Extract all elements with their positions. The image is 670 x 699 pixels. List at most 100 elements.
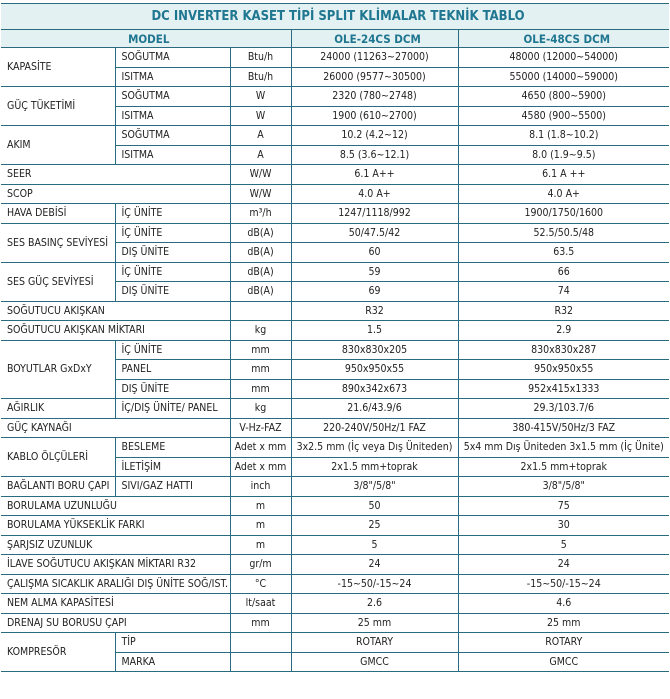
- unit-cell: mm: [229, 378, 292, 399]
- row-label: DRENAJ SU BORUSU ÇAPI: [1, 612, 231, 633]
- model-2-value: 4.0 A+: [457, 183, 669, 204]
- table-row: SCOP W/W 4.0 A+ 4.0 A+: [1, 183, 669, 204]
- model-2-value: 55000 (14000~59000): [457, 66, 669, 87]
- spec-table: DC INVERTER KASET TİPİ SPLIT KLİMALAR TE…: [1, 3, 669, 672]
- model-2-value: 952x415x1333: [457, 378, 669, 399]
- model-2-value: 48000 (12000~54000): [457, 47, 669, 68]
- row-sublabel: SOĞUTMA: [114, 125, 231, 146]
- model-1-value: 59: [290, 261, 459, 282]
- row-sublabel: ISITMA: [114, 66, 231, 87]
- unit-cell: [229, 632, 292, 653]
- row-sublabel: PANEL: [114, 359, 231, 380]
- unit-cell: Btu/h: [229, 66, 292, 87]
- unit-cell: inch: [229, 476, 292, 497]
- table-row: İLETİŞİM Adet x mm 2x1.5 mm+toprak 2x1.5 mm…: [1, 456, 669, 477]
- model-2-value: 5x4 mm Dış Üniteden 3x1.5 mm (İç Ünite): [457, 437, 669, 458]
- unit-cell: kg: [229, 320, 292, 341]
- unit-cell: gr/m: [229, 554, 292, 575]
- model-1-value: 21.6/43.9/6: [290, 398, 459, 419]
- model-1-value: 24: [290, 554, 459, 575]
- table-row: GÜÇ TÜKETİMİ SOĞUTMA W 2320 (780~2748) 4650 …: [1, 86, 669, 126]
- model-1-value: ROTARY: [290, 632, 459, 653]
- unit-cell: Btu/h: [229, 47, 292, 68]
- model-2-value: 3/8"/5/8": [457, 476, 669, 497]
- unit-cell: kg: [229, 398, 292, 419]
- model-1-value: 220-240V/50Hz/1 FAZ: [290, 417, 459, 438]
- table-row: AKIM SOĞUTMA A 10.2 (4.2~12) 8.1 (1.8~10.2): [1, 125, 669, 165]
- table-row: PANEL mm 950x950x55 950x950x55: [1, 359, 669, 380]
- row-label: SES BASINÇ SEVİYESİ: [1, 222, 116, 263]
- row-label: KAPASİTE: [1, 47, 116, 87]
- model-1-value: 890x342x673: [290, 378, 459, 399]
- model-1-value: 50/47.5/42: [290, 222, 459, 243]
- model-1-value: 25: [290, 515, 459, 536]
- model-2-value: 8.0 (1.9~9.5): [457, 144, 669, 165]
- table-row: ISITMA A 8.5 (3.6~12.1) 8.0 (1.9~9.5): [1, 144, 669, 165]
- table-row: SEER W/W 6.1 A++ 6.1 A ++: [1, 164, 669, 185]
- model-1-value: 830x830x205: [290, 339, 459, 360]
- model-2-value: 75: [457, 495, 669, 516]
- table-row: İLAVE SOĞUTUCU AKIŞKAN MİKTARI R32 gr/m 24…: [1, 554, 669, 575]
- table-row: ÇALIŞMA SICAKLIK ARALIĞI DIŞ ÜNİTE SOĞ/I…: [1, 573, 669, 594]
- model-2-value: 24: [457, 554, 669, 575]
- model-1-value: 8.5 (3.6~12.1): [290, 144, 459, 165]
- model-1-value: 3/8"/5/8": [290, 476, 459, 497]
- model-1-value: 2.6: [290, 593, 459, 614]
- row-label: SCOP: [1, 183, 231, 204]
- table-row: GÜÇ KAYNAĞI V-Hz-FAZ 220-240V/50Hz/1 FAZ 38…: [1, 417, 669, 438]
- model-2-value: -15~50/-15~24: [457, 573, 669, 594]
- row-label: BORULAMA UZUNLUĞU: [1, 495, 231, 516]
- table-row: KAPASİTE SOĞUTMA Btu/h 24000 (11263~27000) 4…: [1, 47, 669, 87]
- model-2-value: 830x830x287: [457, 339, 669, 360]
- model-header: MODEL: [1, 29, 292, 48]
- table-row: SES BASINÇ SEVİYESİ İÇ ÜNİTE dB(A) 50/47.5/…: [1, 222, 669, 263]
- unit-cell: W/W: [229, 164, 292, 185]
- row-label: KABLO ÖLÇÜLERİ: [1, 437, 116, 477]
- table-row: SOĞUTUCU AKIŞKAN MİKTARI kg 1.5 2.9: [1, 320, 669, 341]
- model-1-value: 1.5: [290, 320, 459, 341]
- unit-cell: [229, 300, 292, 321]
- model-2-value: 66: [457, 261, 669, 282]
- row-label: KOMPRESÖR: [1, 632, 116, 672]
- unit-cell: mm: [229, 359, 292, 380]
- unit-cell: A: [229, 125, 292, 146]
- model-2-value: 4580 (900~5500): [457, 105, 669, 126]
- model-1-value: GMCC: [290, 651, 459, 672]
- unit-cell: °C: [229, 573, 292, 594]
- row-sublabel: İÇ ÜNİTE: [114, 261, 231, 282]
- model-1-value: 950x950x55: [290, 359, 459, 380]
- table-row: NEM ALMA KAPASİTESİ lt/saat 2.6 4.6: [1, 593, 669, 614]
- unit-cell: m³/h: [229, 203, 292, 224]
- table-row: BORULAMA UZUNLUĞU m 50 75: [1, 495, 669, 516]
- model-2-value: 4.6: [457, 593, 669, 614]
- row-sublabel: DIŞ ÜNİTE: [114, 281, 231, 302]
- unit-cell: W: [229, 105, 292, 126]
- model-2-value: 29.3/103.7/6: [457, 398, 669, 419]
- model-1-value: 69: [290, 281, 459, 302]
- row-sublabel: SIVI/GAZ HATTI: [114, 476, 231, 497]
- model-1-value: 6.1 A++: [290, 164, 459, 185]
- model-2-value: 4650 (800~5900): [457, 86, 669, 107]
- model-2-value: 5: [457, 534, 669, 555]
- model-1-value: 1247/1118/992: [290, 203, 459, 224]
- row-label: NEM ALMA KAPASİTESİ: [1, 593, 231, 614]
- model-2-value: 30: [457, 515, 669, 536]
- table-row: DIŞ ÜNİTE mm 890x342x673 952x415x1333: [1, 378, 669, 399]
- model-2-value: 25 mm: [457, 612, 669, 633]
- unit-cell: [229, 651, 292, 672]
- unit-cell: Adet x mm: [229, 437, 292, 458]
- model-1-value: 1900 (610~2700): [290, 105, 459, 126]
- table-row: KOMPRESÖR TİP ROTARY ROTARY: [1, 632, 669, 672]
- model-2-value: 74: [457, 281, 669, 302]
- unit-cell: m: [229, 495, 292, 516]
- table-row: MARKA GMCC GMCC: [1, 651, 669, 672]
- unit-cell: W/W: [229, 183, 292, 204]
- model-2-value: 52.5/50.5/48: [457, 222, 669, 243]
- unit-cell: W: [229, 86, 292, 107]
- model-2-value: 1900/1750/1600: [457, 203, 669, 224]
- model-1-value: 4.0 A+: [290, 183, 459, 204]
- unit-cell: dB(A): [229, 281, 292, 302]
- row-sublabel: İÇ/DIŞ ÜNİTE/ PANEL: [114, 398, 231, 419]
- row-label: İLAVE SOĞUTUCU AKIŞKAN MİKTARI R32: [1, 554, 231, 575]
- row-sublabel: ISITMA: [114, 144, 231, 165]
